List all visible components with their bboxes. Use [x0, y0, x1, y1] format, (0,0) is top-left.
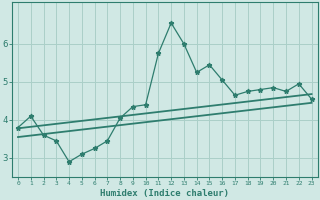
X-axis label: Humidex (Indice chaleur): Humidex (Indice chaleur) [100, 189, 229, 198]
